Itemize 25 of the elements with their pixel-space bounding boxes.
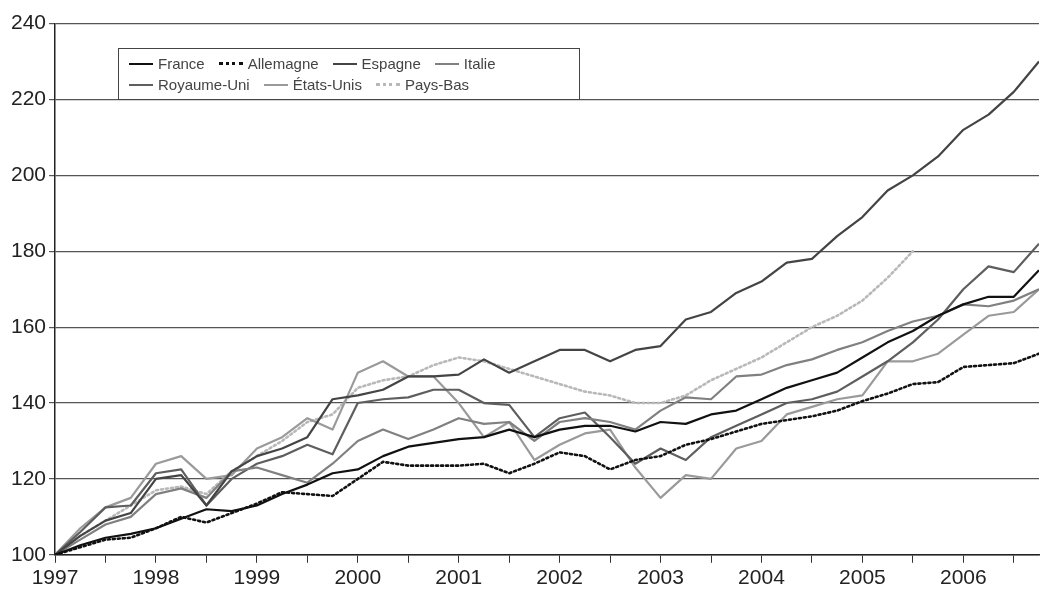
x-tick-label: 2000 <box>334 565 382 589</box>
y-tick-label: 180 <box>10 238 47 262</box>
y-tick-label: 140 <box>10 389 47 413</box>
legend-label: États-Unis <box>292 76 362 93</box>
legend-label: Allemagne <box>247 55 319 72</box>
legend-label: Italie <box>463 55 496 72</box>
x-tick-label: 2001 <box>435 565 483 589</box>
x-tick-label: 2005 <box>839 565 886 589</box>
legend-label: France <box>158 55 205 72</box>
legend-label: Royaume-Uni <box>158 76 250 93</box>
y-tick-label: 120 <box>10 465 47 489</box>
x-tick-label: 2002 <box>536 565 583 589</box>
x-tick-label: 2003 <box>637 565 684 589</box>
y-tick-label: 240 <box>10 10 47 34</box>
legend-label: Pays-Bas <box>404 76 470 93</box>
y-tick-label: 160 <box>10 313 47 337</box>
x-tick-label: 2004 <box>738 565 786 589</box>
y-tick-label: 220 <box>10 86 47 110</box>
x-tick-label: 1998 <box>132 565 180 589</box>
x-tick-label: 2006 <box>939 565 987 589</box>
legend-label: Espagne <box>361 55 421 72</box>
y-tick-label: 100 <box>10 541 47 565</box>
x-tick-label: 1997 <box>31 565 79 589</box>
y-tick-label: 200 <box>10 162 47 186</box>
x-tick-label: 1999 <box>233 565 281 589</box>
